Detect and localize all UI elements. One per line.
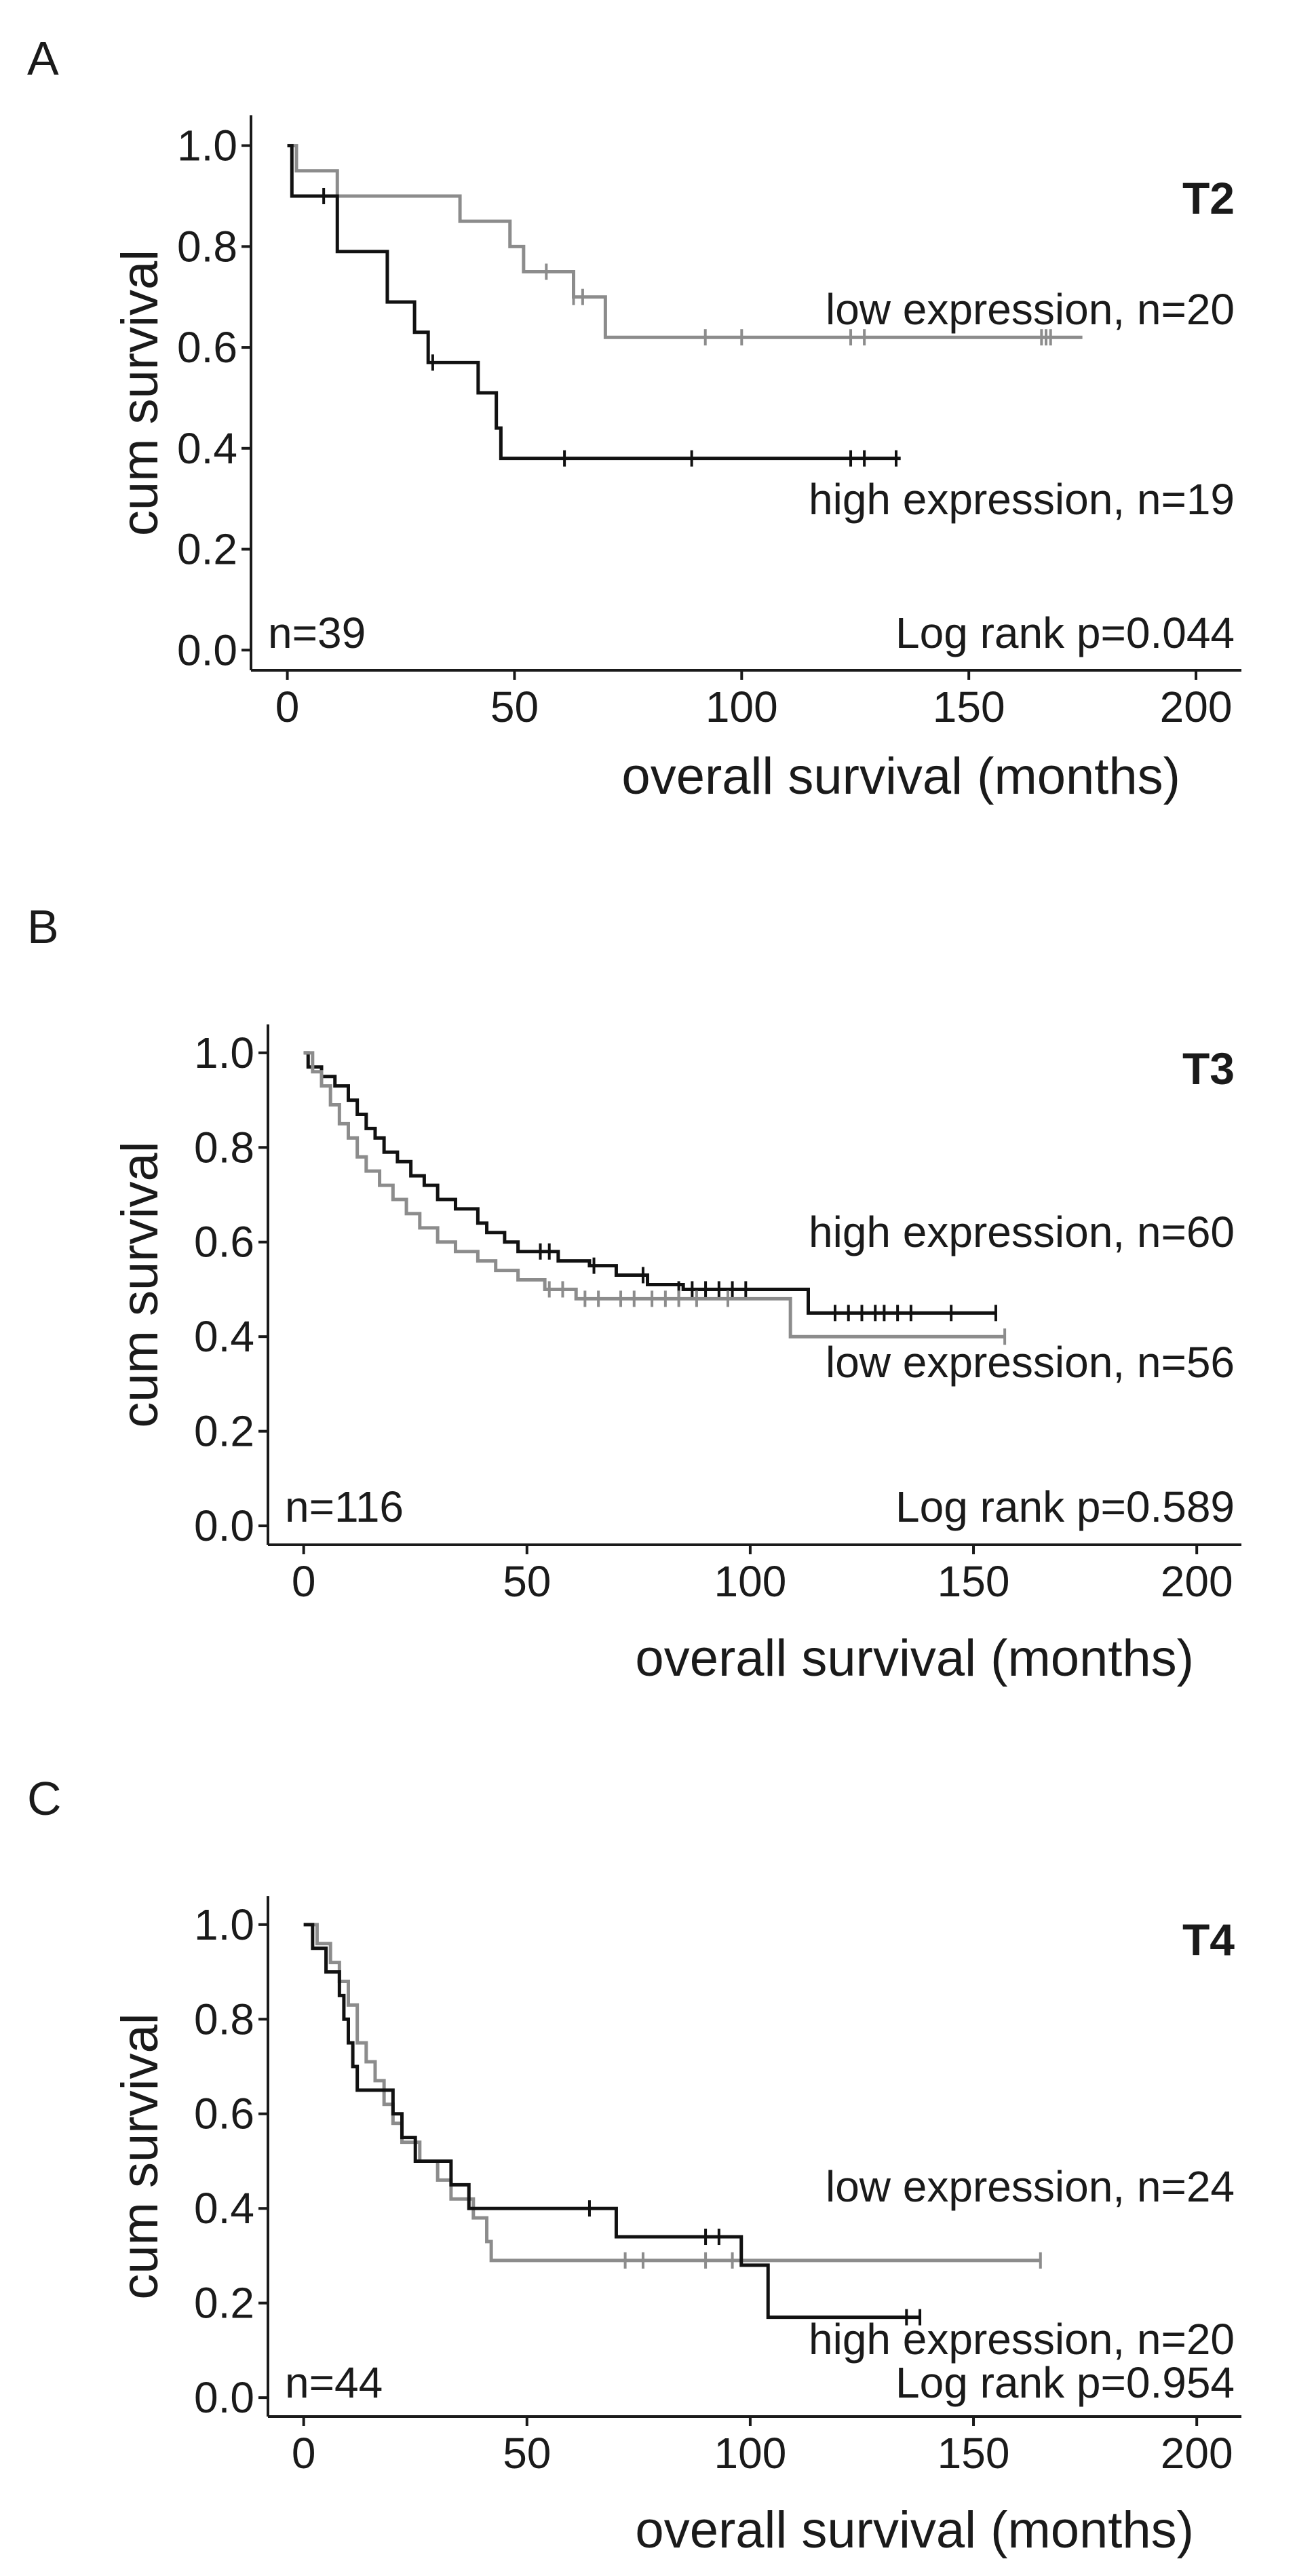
y-tick-label: 0.2 xyxy=(194,2279,254,2328)
series-label-high: high expression, n=19 xyxy=(809,475,1235,524)
y-tick-label: 0.8 xyxy=(177,222,237,271)
y-tick-label: 0.8 xyxy=(194,1123,254,1172)
y-tick-labels: 0.0 0.2 0.4 0.6 0.8 1.0 xyxy=(194,1029,254,1550)
survival-curve-high xyxy=(303,1051,996,1315)
x-tick-label: 50 xyxy=(503,1557,551,1606)
series-label-low: low expression, n=24 xyxy=(826,2162,1235,2211)
x-tick-label: 150 xyxy=(938,1557,1010,1606)
y-tick-label: 0.8 xyxy=(194,1995,254,2043)
x-tick-label: 50 xyxy=(503,2429,551,2478)
log-rank-label: Log rank p=0.954 xyxy=(895,2358,1235,2407)
x-axis-title: overall survival (months) xyxy=(635,1630,1194,1687)
y-tick-label: 0.4 xyxy=(194,1312,254,1361)
x-axis-title: overall survival (months) xyxy=(621,748,1180,805)
y-tick-label: 0.6 xyxy=(194,1218,254,1267)
y-tick-label: 1.0 xyxy=(177,121,237,170)
y-axis-title: cum survival xyxy=(111,2013,169,2299)
survival-curve-low xyxy=(303,1051,1005,1339)
x-tick-label: 100 xyxy=(706,683,778,731)
y-axis-title: cum survival xyxy=(111,1141,169,1427)
y-tick-label: 0.2 xyxy=(194,1407,254,1456)
x-tick-label: 150 xyxy=(933,683,1005,731)
series-label-low: low expression, n=20 xyxy=(826,285,1235,334)
y-axis-title: cum survival xyxy=(111,250,169,536)
x-tick-labels: 0 50 100 150 200 xyxy=(292,2429,1233,2478)
x-axis-title: overall survival (months) xyxy=(635,2501,1194,2559)
stage-label: T2 xyxy=(1182,173,1235,223)
y-tick-labels: 0.0 0.2 0.4 0.6 0.8 1.0 xyxy=(194,1900,254,2422)
y-tick-label: 0.4 xyxy=(177,424,237,473)
x-tick-label: 200 xyxy=(1160,683,1233,731)
x-tick-labels: 0 50 100 150 200 xyxy=(292,1557,1233,1606)
y-tick-label: 1.0 xyxy=(194,1900,254,1949)
panel-b: B 0.0 0.2 0.4 0.6 0.8 1.0 0 50 100 150 2… xyxy=(27,900,1241,1687)
series-label-low: low expression, n=56 xyxy=(826,1338,1235,1387)
y-tick-label: 0.0 xyxy=(194,1501,254,1550)
panel-letter: B xyxy=(27,900,59,953)
x-tick-label: 0 xyxy=(292,2429,316,2478)
stage-label: T4 xyxy=(1182,1915,1235,1965)
y-tick-label: 0.6 xyxy=(194,2090,254,2138)
series-label-high: high expression, n=60 xyxy=(809,1208,1235,1256)
panel-letter: A xyxy=(27,32,59,85)
y-tick-label: 0.4 xyxy=(194,2184,254,2233)
y-tick-label: 0.0 xyxy=(194,2373,254,2422)
survival-curve-high xyxy=(303,1923,921,2320)
y-tick-label: 1.0 xyxy=(194,1029,254,1077)
n-label: n=44 xyxy=(285,2358,383,2407)
n-label: n=116 xyxy=(285,1482,404,1531)
survival-curve-high xyxy=(287,144,901,461)
log-rank-label: Log rank p=0.589 xyxy=(895,1482,1235,1531)
x-tick-label: 50 xyxy=(490,683,539,731)
x-tick-label: 200 xyxy=(1161,1557,1233,1606)
panel-letter: C xyxy=(27,1772,62,1825)
series-label-high: high expression, n=20 xyxy=(809,2315,1235,2364)
x-tick-label: 200 xyxy=(1161,2429,1233,2478)
y-tick-labels: 0.0 0.2 0.4 0.6 0.8 1.0 xyxy=(177,121,237,675)
panel-a: A 0.0 0.2 0.4 0.6 0.8 1.0 0 50 100 150 2… xyxy=(27,32,1241,805)
y-tick-label: 0.2 xyxy=(177,525,237,574)
x-tick-label: 0 xyxy=(292,1557,316,1606)
log-rank-label: Log rank p=0.044 xyxy=(895,609,1235,657)
n-label: n=39 xyxy=(268,609,366,657)
x-tick-labels: 0 50 100 150 200 xyxy=(275,683,1233,731)
y-tick-label: 0.0 xyxy=(177,626,237,674)
x-tick-label: 100 xyxy=(714,2429,787,2478)
x-tick-label: 150 xyxy=(938,2429,1010,2478)
survival-curve-low xyxy=(287,144,1083,339)
stage-label: T3 xyxy=(1182,1043,1235,1094)
x-tick-label: 100 xyxy=(714,1557,787,1606)
panel-c: C 0.0 0.2 0.4 0.6 0.8 1.0 0 50 100 150 2… xyxy=(27,1772,1241,2559)
x-tick-label: 0 xyxy=(275,683,300,731)
y-tick-label: 0.6 xyxy=(177,323,237,372)
